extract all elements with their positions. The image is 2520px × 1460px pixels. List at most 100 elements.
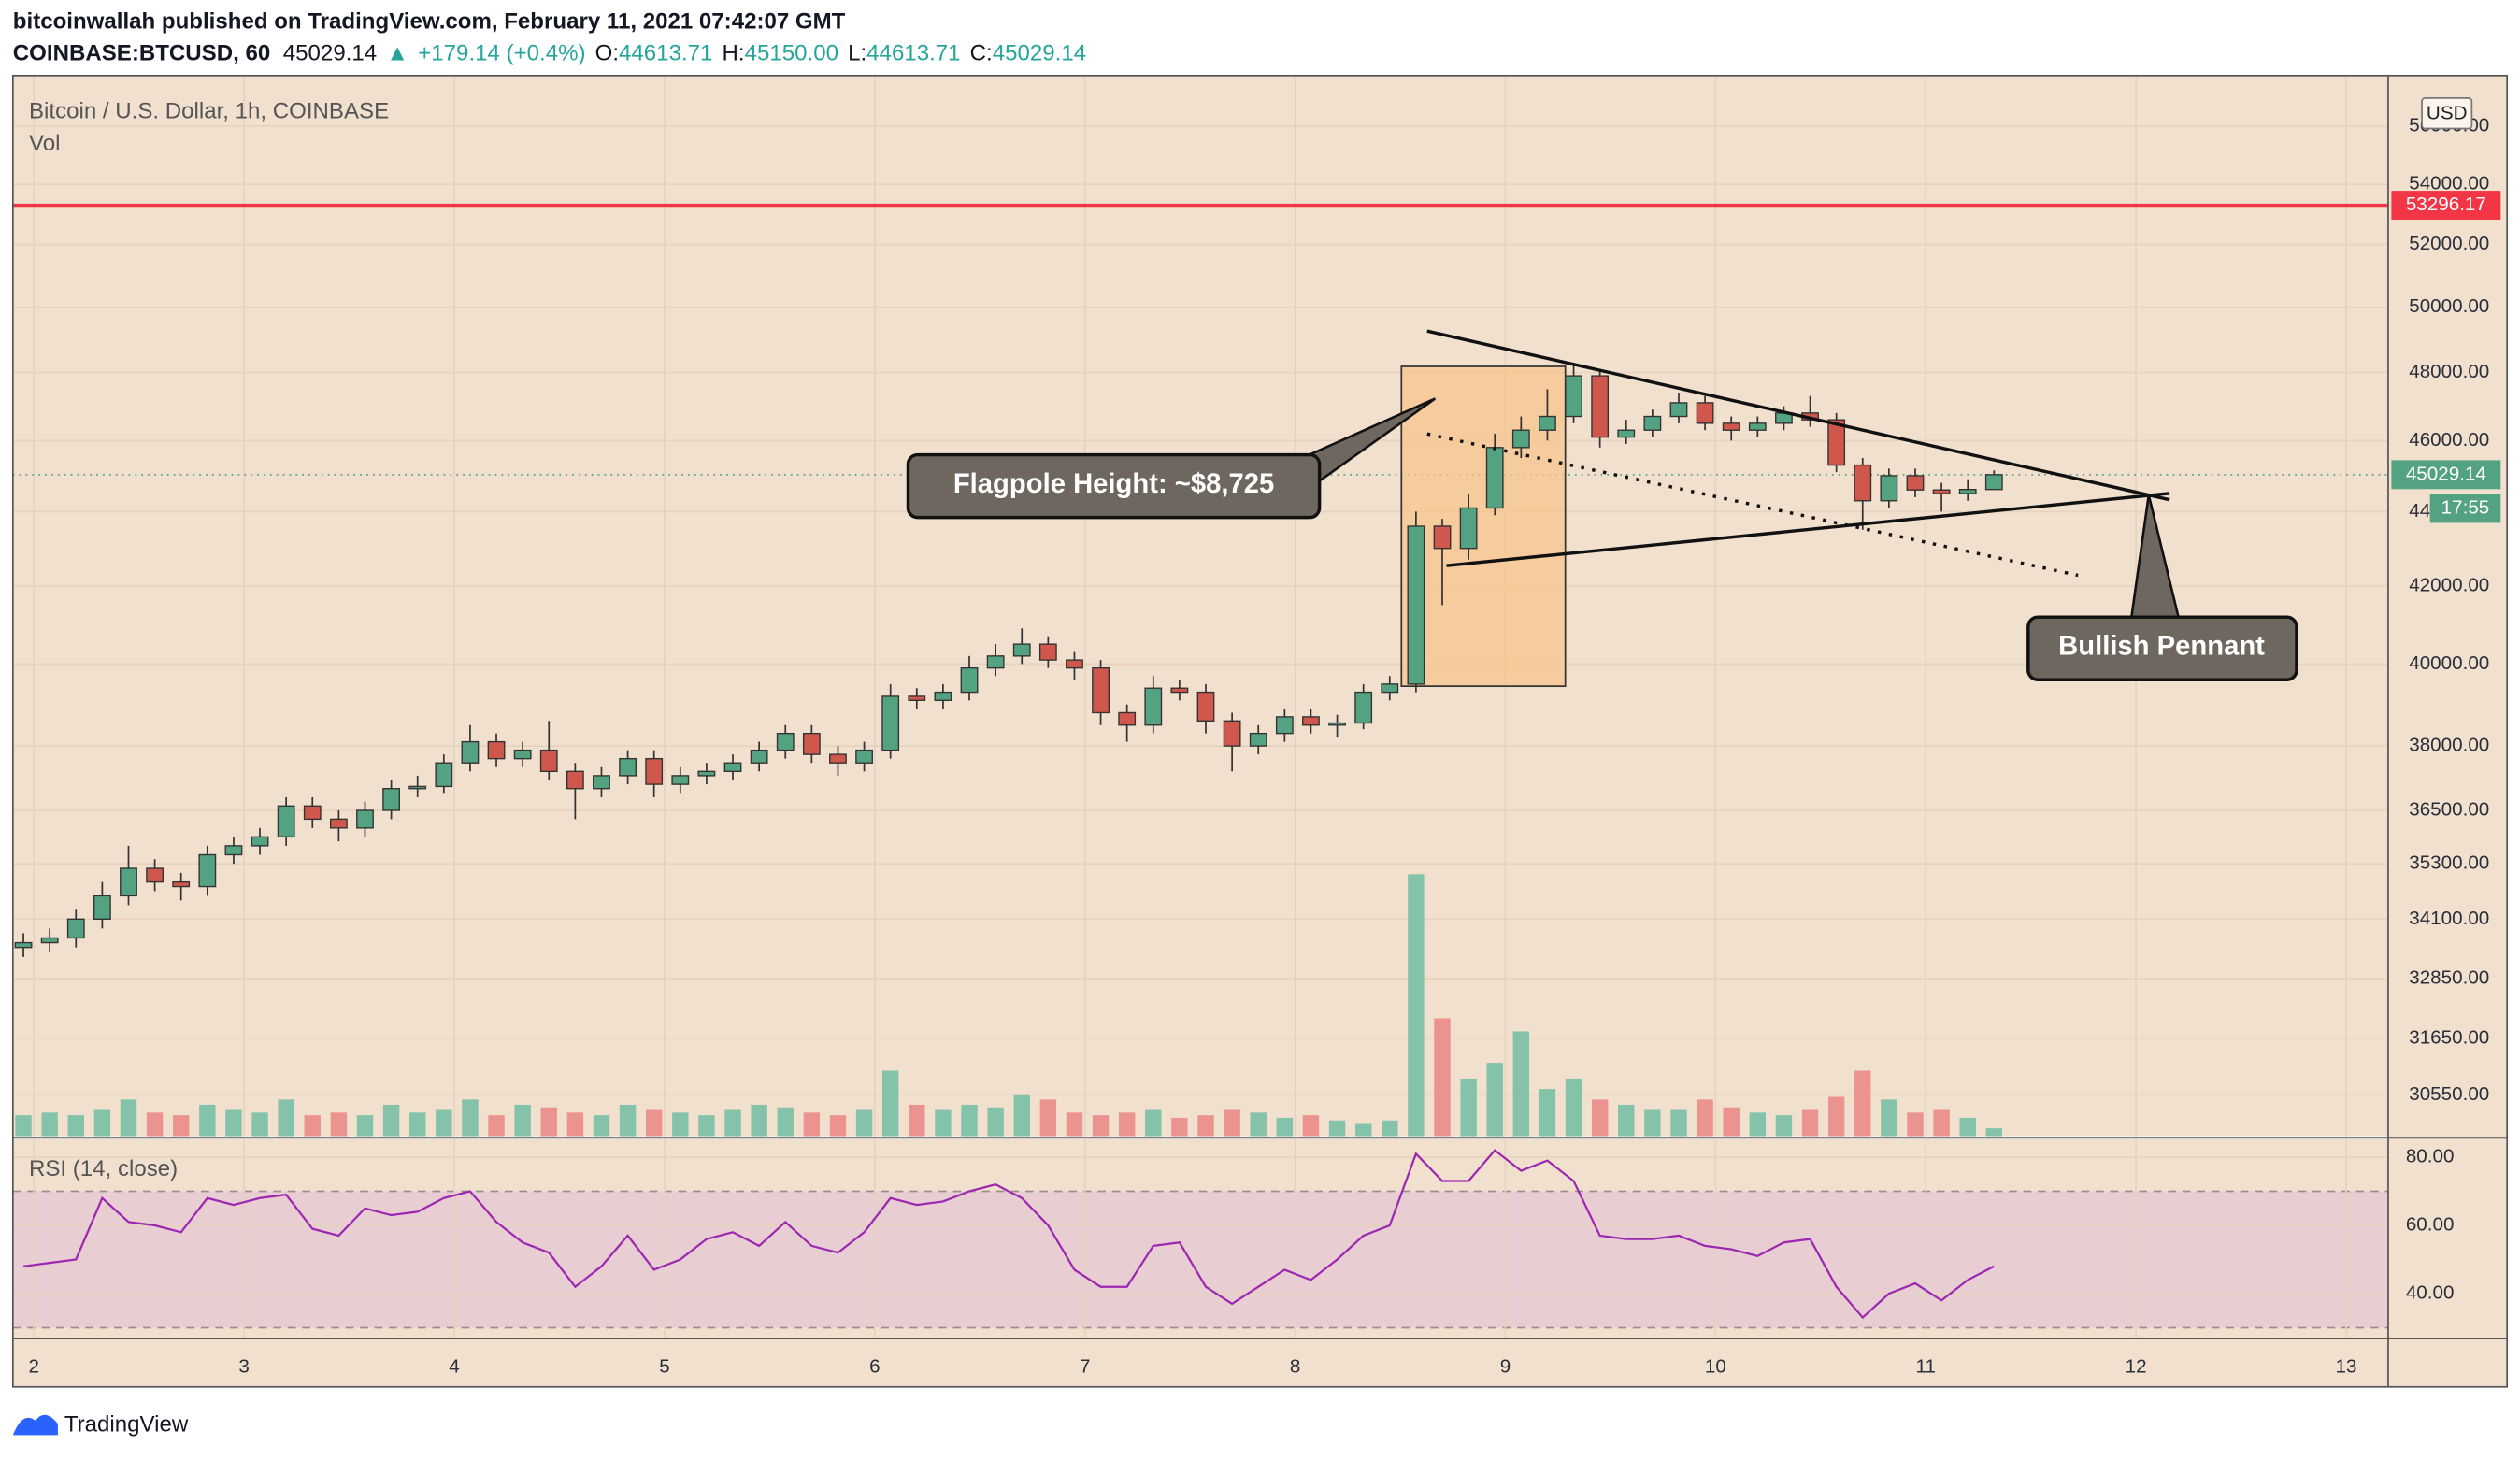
publisher-line: bitcoinwallah published on TradingView.c… [13, 8, 846, 34]
volume-bar [961, 1104, 978, 1137]
x-tick-label: 3 [238, 1356, 249, 1378]
candle-body [1249, 732, 1267, 747]
l: 44613.71 [866, 41, 960, 66]
volume-bar [382, 1104, 400, 1137]
volume-bar [566, 1112, 584, 1137]
candle-body [198, 853, 217, 888]
last-price-box [2391, 460, 2501, 490]
x-tick-label: 13 [2336, 1356, 2357, 1378]
y-tick-label: 46000.00 [2409, 429, 2489, 451]
volume-bar [1618, 1104, 1635, 1137]
symbol-line: COINBASE:BTCUSD, 60 45029.14 ▲ +179.14 (… [13, 41, 1086, 66]
candle-body [1617, 429, 1636, 438]
y-tick-label: 54000.00 [2409, 173, 2489, 194]
candle-body [513, 749, 532, 760]
candle-body [1302, 716, 1320, 726]
candle-body [1038, 643, 1057, 661]
change: +179.14 (+0.4%) [418, 41, 585, 66]
volume-bar [1171, 1117, 1188, 1137]
candle-body [1827, 419, 1846, 466]
volume-bar [724, 1109, 741, 1137]
candle-body [1012, 643, 1031, 657]
chart-title: Bitcoin / U.S. Dollar, 1h, COINBASE [29, 99, 389, 124]
x-tick-label: 9 [1500, 1356, 1511, 1378]
volume-bar [436, 1109, 452, 1137]
volume-bar [645, 1109, 663, 1137]
price-axis [2387, 75, 2508, 1387]
volume-bar [1118, 1112, 1136, 1137]
candle-body [829, 753, 847, 764]
volume-bar [803, 1112, 821, 1137]
o: 44613.71 [619, 41, 712, 66]
brand: TradingView [12, 1411, 189, 1437]
candle-body [1459, 507, 1478, 550]
volume-bar [1408, 874, 1425, 1137]
candle-body [1196, 691, 1215, 722]
volume-bar [356, 1115, 374, 1137]
candle-body [1669, 402, 1688, 418]
y-tick-label: 32850.00 [2409, 967, 2489, 989]
arrow: ▲ [386, 41, 408, 66]
candle-body [14, 941, 33, 949]
brand-name: TradingView [64, 1411, 189, 1437]
rsi-tick-label: 80.00 [2406, 1145, 2455, 1167]
brand-logo [12, 1414, 58, 1436]
candle-body [697, 770, 716, 777]
candle-body [1275, 716, 1294, 735]
line-price-label: 53296.17 [2406, 193, 2486, 215]
volume-bar [777, 1107, 794, 1137]
x-tick-label: 4 [449, 1356, 459, 1378]
rsi-tick-label: 40.00 [2406, 1281, 2455, 1303]
volume-bar [935, 1109, 952, 1137]
volume-bar [1959, 1117, 1976, 1137]
chart-border [11, 74, 2509, 1388]
o-label: O: [595, 41, 619, 66]
volume-bar [1224, 1109, 1240, 1137]
x-tick-label: 10 [1705, 1356, 1726, 1378]
volume-label: Vol [29, 131, 60, 156]
last-price-label: 45029.14 [2406, 463, 2486, 484]
flagpole-label: Flagpole Height: ~$8,725 [953, 469, 1274, 499]
candle-body [1118, 711, 1137, 726]
volume-bar [672, 1112, 689, 1137]
candle-body [382, 788, 400, 811]
c: 45029.14 [993, 41, 1086, 66]
symbol: COINBASE:BTCUSD, 60 [13, 41, 270, 66]
volume-bar [829, 1115, 847, 1137]
volume-bar [488, 1115, 505, 1137]
volume-bar [251, 1112, 268, 1137]
candle-body [251, 836, 269, 847]
candle-body [645, 757, 664, 785]
candle-body [802, 732, 821, 755]
candle-body [1170, 687, 1189, 694]
volume-bar [41, 1112, 58, 1137]
y-tick-label: 40000.00 [2409, 652, 2489, 674]
candle-body [1958, 488, 1977, 494]
candle-body [435, 762, 453, 788]
candle-body [1591, 375, 1610, 438]
volume-bar [1644, 1109, 1661, 1137]
candle-body [1748, 422, 1767, 431]
currency-box [2421, 97, 2473, 130]
candle-body [1565, 375, 1582, 418]
candle-layer [14, 362, 2003, 957]
rsi-label: RSI (14, close) [29, 1156, 178, 1181]
candle-body [671, 775, 690, 785]
volume-bar [698, 1115, 715, 1137]
y-tick-label: 38000.00 [2409, 735, 2489, 756]
candle-body [1722, 422, 1740, 431]
volume-bar [1565, 1078, 1582, 1137]
volume-bar [1039, 1099, 1057, 1137]
candle-body [1092, 666, 1110, 714]
candle-body [1144, 687, 1163, 726]
volume-bar [1723, 1107, 1740, 1137]
candle-body [1643, 415, 1662, 431]
candle-body [1539, 415, 1556, 431]
rsi-line [22, 1149, 1995, 1320]
candle-body [1433, 525, 1452, 550]
candle-body [93, 895, 111, 920]
volume-bar [751, 1104, 767, 1137]
candle-body [750, 749, 768, 764]
volume-bar [1354, 1123, 1372, 1137]
candle-body [1696, 402, 1714, 424]
